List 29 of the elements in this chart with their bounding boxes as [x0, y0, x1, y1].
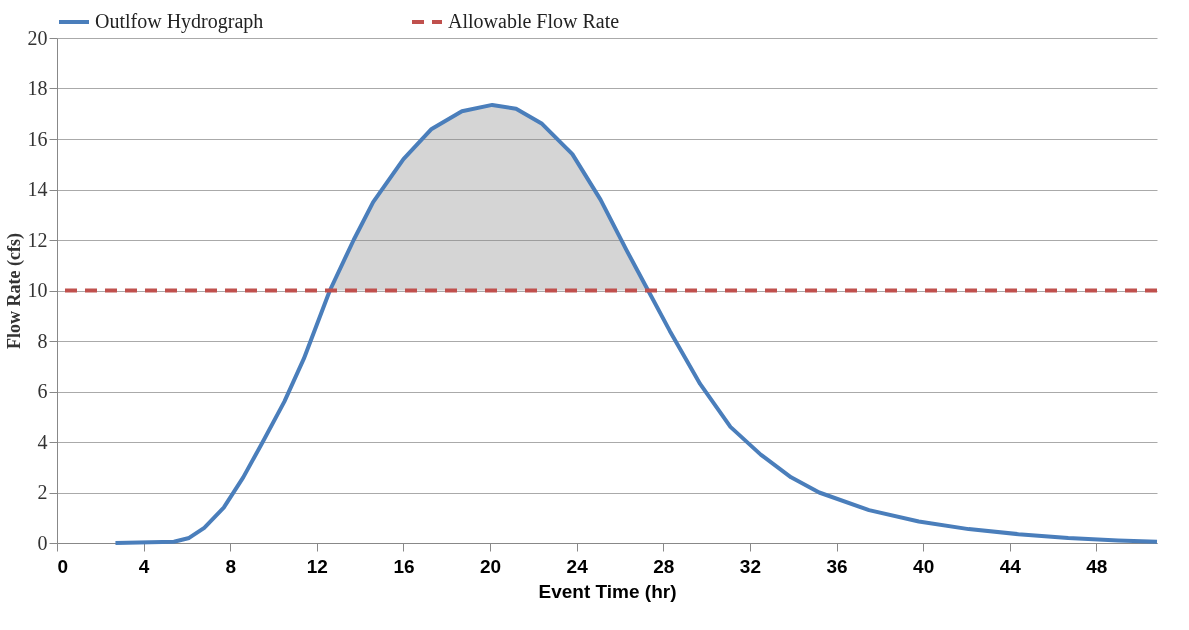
x-tick-label: 24: [566, 555, 589, 577]
legend-label: Allowable Flow Rate: [448, 10, 620, 32]
y-tick-label: 20: [27, 26, 48, 49]
y-tick-label: 18: [27, 77, 48, 99]
x-tick-label: 0: [57, 555, 69, 577]
x-axis-title: Event Time (hr): [538, 580, 677, 602]
y-tick-label: 6: [37, 380, 48, 402]
y-tick-label: 2: [37, 481, 48, 503]
y-axis-title: Flow Rate (cfs): [3, 233, 25, 349]
x-tick-label: 44: [999, 555, 1022, 577]
y-tick-label: 10: [27, 279, 48, 301]
x-tick-label: 4: [138, 555, 150, 577]
y-tick-label: 0: [37, 531, 48, 554]
y-tick-label: 4: [37, 430, 48, 453]
x-tick-label: 8: [225, 555, 237, 577]
y-tick-label: 16: [27, 127, 48, 150]
y-tick-label: 8: [37, 329, 48, 352]
x-tick-label: 32: [739, 555, 761, 577]
x-tick-label: 16: [393, 555, 415, 577]
x-tick-label: 36: [826, 555, 848, 577]
x-tick-label: 28: [653, 555, 675, 577]
legend-label: Outlfow Hydrograph: [95, 10, 264, 33]
x-tick-label: 48: [1086, 555, 1108, 577]
y-tick-label: 12: [27, 228, 48, 251]
line-series: [113, 102, 1159, 545]
x-tick-label: 12: [306, 555, 328, 577]
x-tick-label: 20: [480, 555, 502, 577]
y-tick-label: 14: [27, 178, 48, 200]
x-tick-label: 40: [913, 555, 935, 577]
